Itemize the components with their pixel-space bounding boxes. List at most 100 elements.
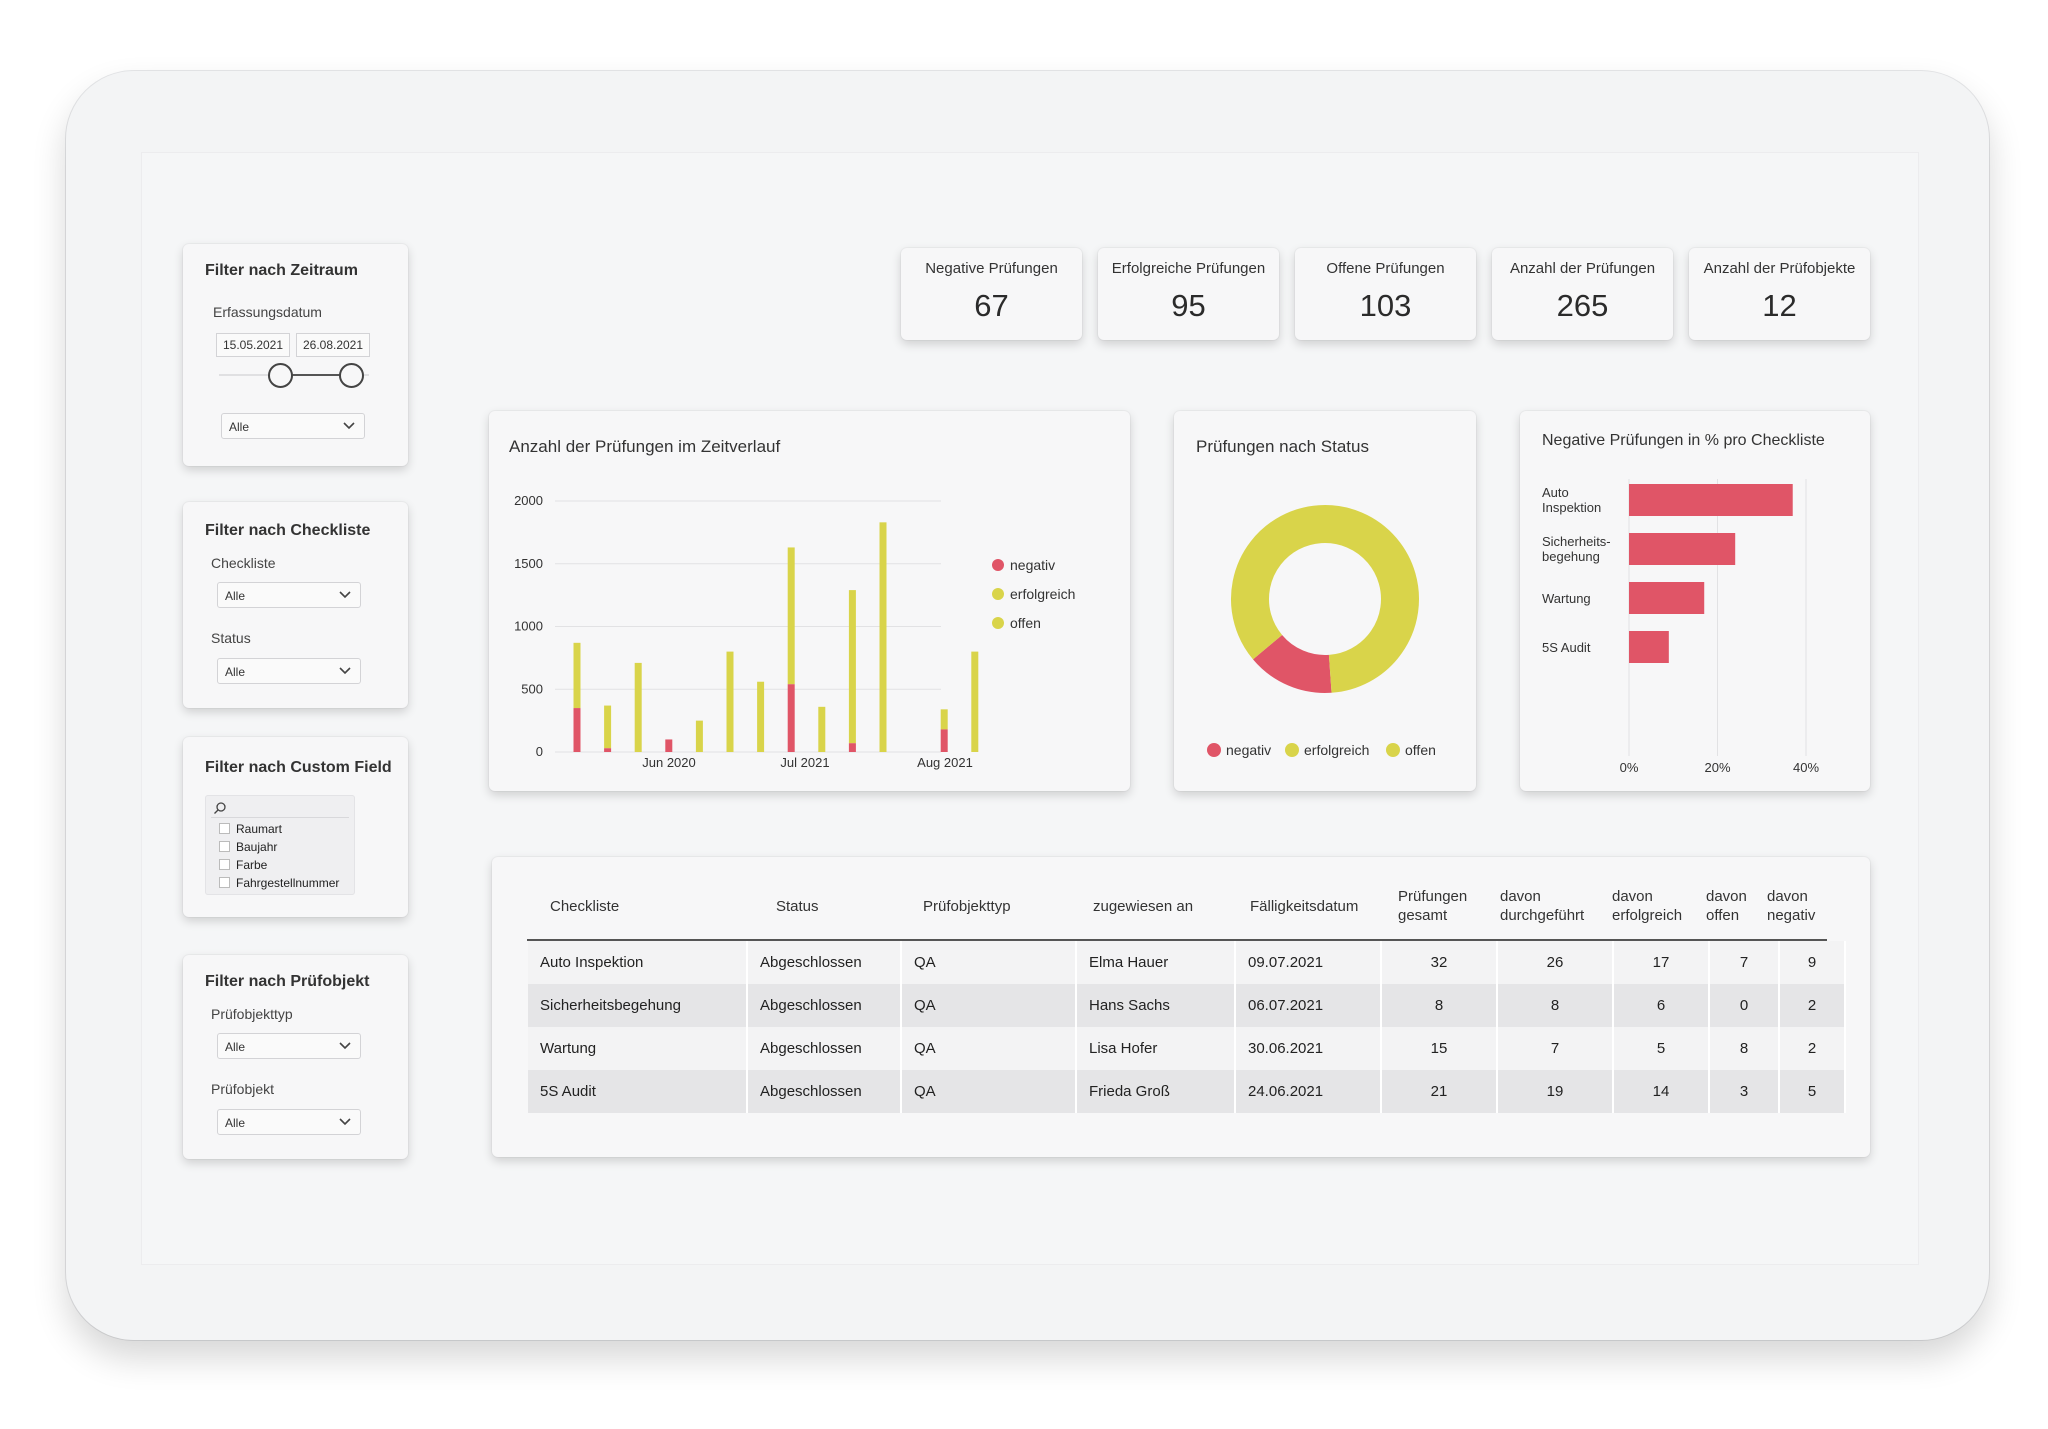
table-cell: 2 [1779, 984, 1846, 1027]
chart-status-title: Prüfungen nach Status [1196, 437, 1369, 456]
table-cell: 8 [1497, 984, 1614, 1027]
table-cell: Abgeschlossen [747, 1027, 902, 1070]
legend-label: erfolgreich [1304, 742, 1369, 758]
kpi-erfolgreiche: Erfolgreiche Prüfungen 95 [1098, 248, 1279, 340]
table-cell: 5S Audit [528, 1070, 748, 1113]
table-cell: 5 [1779, 1070, 1846, 1113]
table-cell: 19 [1497, 1070, 1614, 1113]
bar-erfolgreich [971, 651, 979, 752]
table-cell: Abgeschlossen [747, 1070, 902, 1113]
table-cell: 26 [1497, 941, 1614, 984]
legend-dot [992, 559, 1004, 571]
chevron-down-icon [339, 1118, 351, 1126]
category-label: begehung [1542, 549, 1600, 564]
x-tick-label: Jun 2020 [642, 755, 696, 770]
legend-label: erfolgreich [1010, 586, 1075, 602]
table-row[interactable]: Sicherheitsbegehung Abgeschlossen QA Hans S… [528, 984, 1846, 1027]
table-cell: 8 [1381, 984, 1498, 1027]
chevron-down-icon [339, 1042, 351, 1050]
table-cell: 9 [1779, 941, 1846, 984]
kpi-value: 265 [1556, 288, 1609, 323]
table-header-divider [527, 939, 1827, 941]
table-cell: 15 [1381, 1027, 1498, 1070]
table-cell: Lisa Hofer [1076, 1027, 1236, 1070]
filter-checkliste-card: Filter nach Checkliste Checkliste Alle S… [183, 502, 408, 708]
table-cell: QA [901, 1027, 1077, 1070]
chevron-down-icon [343, 422, 355, 430]
chart-negative-pct-title: Negative Prüfungen in % pro Checkliste [1542, 432, 1825, 449]
table-row[interactable]: Auto Inspektion Abgeschlossen QA Elma Hauer… [528, 941, 1846, 984]
filter-zeitraum-card: Filter nach Zeitraum Erfassungsdatum 15.… [183, 244, 408, 466]
bar-erfolgreich [879, 522, 887, 752]
bar-negativ [940, 729, 948, 752]
kpi-label: Erfolgreiche Prüfungen [1111, 260, 1266, 277]
pruefobjekt-select[interactable]: Alle [217, 1109, 361, 1135]
column-header[interactable]: Status [776, 898, 819, 915]
range-handle-start[interactable] [268, 363, 293, 388]
kpi-label: Negative Prüfungen [925, 260, 1058, 277]
date-to-input[interactable]: 26.08.2021 [296, 333, 370, 357]
legend-dot [992, 617, 1004, 629]
legend-dot [1386, 743, 1400, 757]
bar-chart: 0 500 1000 1500 2000 Jun 2020 Jul 2021 Aug 2021… [514, 493, 1075, 770]
table-cell: QA [901, 1070, 1077, 1113]
x-tick-label: 0% [1620, 760, 1639, 775]
table-cell: Auto Inspektion [528, 941, 748, 984]
filter-pruefobjekt-card: Filter nach Prüfobjekt Prüfobjekttyp All… [183, 955, 408, 1159]
column-header[interactable]: davon offen [1706, 888, 1747, 924]
filter-pruefobjekt-title: Filter nach Prüfobjekt [205, 973, 370, 990]
column-header[interactable]: Checkliste [550, 898, 620, 915]
bar-erfolgreich [787, 547, 795, 685]
table-row[interactable]: Wartung Abgeschlossen QA Lisa Hofer 30.06.20… [528, 1027, 1846, 1070]
column-header[interactable]: davon erfolgreich [1612, 888, 1683, 924]
table-row[interactable]: 5S Audit Abgeschlossen QA Frieda Groß 24.06.… [528, 1070, 1846, 1113]
pruefobjekttyp-select[interactable]: Alle [217, 1033, 361, 1059]
table-cell: 7 [1709, 941, 1780, 984]
custom-field-item[interactable]: Fahrgestellnummer [219, 876, 339, 890]
kpi-label: Offene Prüfungen [1326, 260, 1445, 277]
custom-field-item[interactable]: Farbe [219, 858, 267, 872]
search-icon[interactable] [213, 801, 227, 815]
table-cell: QA [901, 984, 1077, 1027]
chart-negative-pct-card: Negative Prüfungen in % pro Checkliste 0… [1520, 411, 1870, 791]
kpi-anzahl-pruefobjekte: Anzahl der Prüfobjekte 12 [1689, 248, 1870, 340]
chart-status-card: Prüfungen nach Status negativ erfolgreich… [1174, 411, 1476, 791]
custom-field-item[interactable]: Baujahr [219, 840, 277, 854]
date-from-input[interactable]: 15.05.2021 [216, 333, 290, 357]
column-header[interactable]: davon durchgeführt [1500, 888, 1585, 924]
bar-negativ [604, 748, 612, 752]
column-header[interactable]: Prüfungen gesamt [1398, 888, 1468, 924]
x-tick-label: 40% [1793, 760, 1819, 775]
checkliste-select[interactable]: Alle [217, 582, 361, 608]
y-tick-label: 0 [536, 744, 543, 759]
table-cell: 0 [1709, 984, 1780, 1027]
table-cell: 3 [1709, 1070, 1780, 1113]
legend-dot [992, 588, 1004, 600]
column-header[interactable]: Fälligkeitsdatum [1250, 898, 1359, 915]
bar-negativ [573, 708, 581, 752]
column-header[interactable]: zugewiesen an [1093, 898, 1194, 915]
status-select[interactable]: Alle [217, 658, 361, 684]
legend-label: negativ [1010, 557, 1055, 573]
column-header[interactable]: davon negativ [1767, 888, 1816, 924]
table-cell: 7 [1497, 1027, 1614, 1070]
range-handle-end[interactable] [339, 363, 364, 388]
custom-field-item[interactable]: Raumart [219, 822, 282, 836]
checklist-table: Auto Inspektion Abgeschlossen QA Elma Hauer… [528, 941, 1846, 1113]
bar-erfolgreich [940, 709, 948, 730]
kpi-label: Anzahl der Prüfobjekte [1703, 260, 1856, 277]
kpi-negative: Negative Prüfungen 67 [901, 248, 1082, 340]
bar-negativ [848, 743, 856, 752]
table-cell: 06.07.2021 [1235, 984, 1382, 1027]
x-tick-label: Aug 2021 [917, 755, 973, 770]
bar-erfolgreich [818, 706, 826, 752]
table-cell: 14 [1613, 1070, 1710, 1113]
zeitraum-select[interactable]: Alle [221, 413, 365, 439]
chart-zeitverlauf-card: Anzahl der Prüfungen im Zeitverlauf 0 500… [489, 411, 1130, 791]
checkliste-select-value: Alle [225, 589, 246, 603]
kpi-offene: Offene Prüfungen 103 [1295, 248, 1476, 340]
column-header[interactable]: Prüfobjekttyp [923, 898, 1011, 915]
filter-checkliste-title: Filter nach Checkliste [205, 522, 371, 539]
table-cell: Hans Sachs [1076, 984, 1236, 1027]
